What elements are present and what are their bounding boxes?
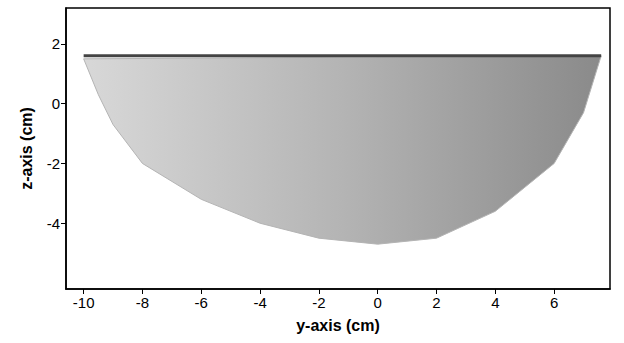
svg-text:-2: -2 [47, 155, 60, 172]
svg-text:0: 0 [52, 95, 60, 112]
svg-text:-4: -4 [47, 215, 60, 232]
svg-text:-10: -10 [73, 294, 95, 311]
svg-text:2: 2 [52, 35, 60, 52]
svg-text:6: 6 [550, 294, 558, 311]
svg-text:-8: -8 [136, 294, 149, 311]
svg-text:-4: -4 [253, 294, 266, 311]
svg-text:-2: -2 [312, 294, 325, 311]
svg-text:4: 4 [491, 294, 499, 311]
svg-text:y-axis (cm): y-axis (cm) [296, 317, 380, 334]
svg-text:2: 2 [432, 294, 440, 311]
svg-text:z-axis (cm): z-axis (cm) [18, 107, 35, 190]
svg-text:-6: -6 [195, 294, 208, 311]
svg-text:0: 0 [374, 294, 382, 311]
